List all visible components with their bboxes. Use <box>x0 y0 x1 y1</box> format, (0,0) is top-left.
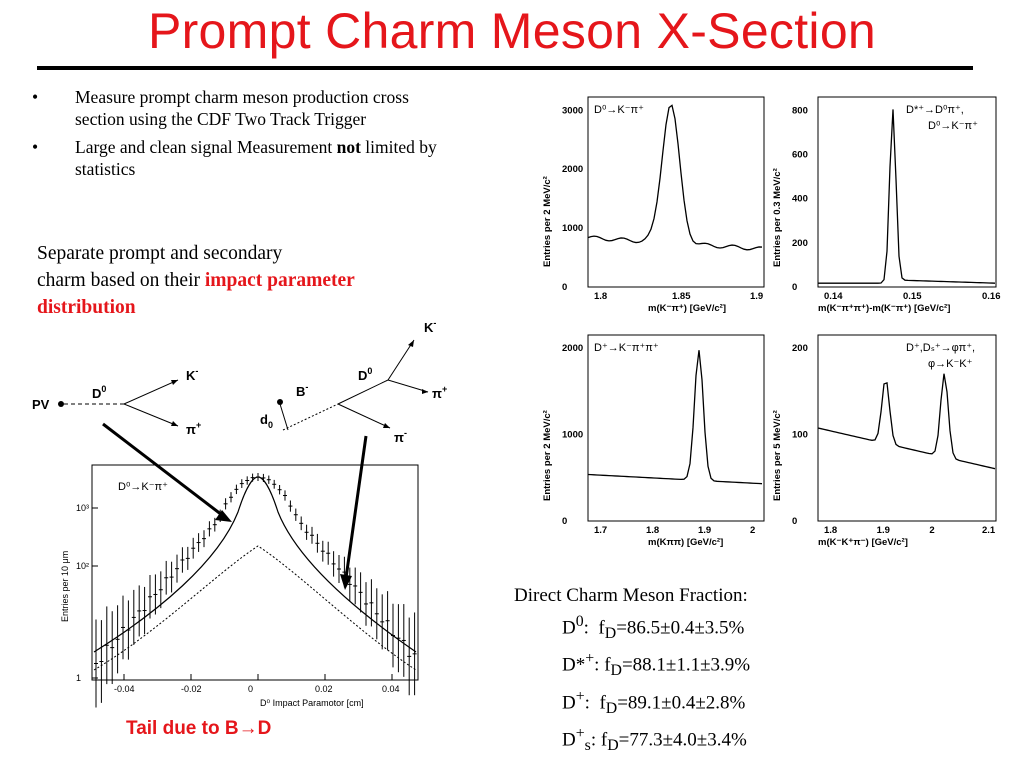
svg-text:d0: d0 <box>260 412 273 430</box>
mass-plot-ylabel: Entries per 2 MeV/c² <box>542 410 553 501</box>
svg-text:D0: D0 <box>358 366 372 383</box>
mass-plot-label: D*⁺→D⁰π⁺, <box>906 104 964 116</box>
mass-plot-ytick: 200 <box>792 238 808 249</box>
svg-text:π+: π+ <box>432 384 447 401</box>
ip-plot-ylabel: Entries per 10 μm <box>60 551 70 622</box>
mass-plot-ytick: 3000 <box>562 105 583 116</box>
svg-text:K-: K- <box>424 318 436 335</box>
mass-plot-ytick: 800 <box>792 105 808 116</box>
mass-plot-xtick: 1.8 <box>824 525 837 536</box>
separate-text: Separate prompt and secondary charm base… <box>37 243 355 318</box>
mass-plot-ytick: 0 <box>792 516 797 527</box>
mass-plot-xtick: 2 <box>750 525 755 536</box>
mass-plot-label2: D⁰→K⁻π⁺ <box>928 120 978 132</box>
title-underline <box>37 66 973 70</box>
mass-plot-frame <box>587 334 765 522</box>
fraction-block: Direct Charm Meson Fraction: D0: fD=86.5… <box>514 583 750 759</box>
mass-plot-curve <box>818 109 996 284</box>
mass-plot-label: D⁰→K⁻π⁺ <box>594 104 644 116</box>
mass-plot-xtick: 0.15 <box>903 291 922 302</box>
pv-label: PV <box>32 397 50 412</box>
mass-plot-ytick: 400 <box>792 194 808 205</box>
mass-plot-label: D⁺,Dₛ⁺→φπ⁺, <box>906 342 975 354</box>
mass-plot-label2: φ→K⁻K⁺ <box>928 358 973 370</box>
ip-ytick: 10³ <box>76 503 89 513</box>
mass-plot-xlabel: m(Kππ) [GeV/c²] <box>648 537 723 548</box>
mass-plot-xtick: 0.14 <box>824 291 843 302</box>
bullet-text: Measure prompt charm meson production cr… <box>75 87 409 129</box>
bullet-item: • Measure prompt charm meson production … <box>32 86 462 130</box>
mass-plot-ylabel: Entries per 2 MeV/c² <box>542 176 553 267</box>
mass-plot-label: D⁺→K⁻π⁺π⁺ <box>594 342 659 354</box>
impact-parameter-plot: D⁰→K⁻π⁺ Entries per 10 μm D⁰ Impact Para… <box>60 464 419 708</box>
mass-plot-ylabel: Entries per 5 MeV/c² <box>772 410 783 501</box>
fraction-dplus: D+: fD=89.1±0.4±2.8% <box>562 687 746 717</box>
svg-text:K-: K- <box>186 366 198 383</box>
ip-plot-label: D⁰→K⁻π⁺ <box>118 481 168 493</box>
mass-plot-xtick: 1.9 <box>877 525 890 536</box>
mass-plot-xtick: 1.8 <box>594 291 607 302</box>
bullet-marker: • <box>32 87 39 107</box>
mass-plot-ytick: 200 <box>792 343 808 354</box>
ip-ytick: 1 <box>76 673 81 683</box>
mass-plots: D⁰→K⁻π⁺ Entries per 2 MeV/c² m(K⁻π⁺) [GeV/… <box>542 96 1001 548</box>
mass-plot-ytick: 100 <box>792 430 808 441</box>
fraction-dstar: D*+: fD=88.1±1.1±3.9% <box>562 650 751 680</box>
mass-plot-xtick: 1.85 <box>672 291 691 302</box>
svg-text:π-: π- <box>394 428 407 445</box>
mass-plot-ylabel: Entries per 0.3 MeV/c² <box>772 168 783 267</box>
svg-text:D0: D0 <box>92 384 106 401</box>
mass-plot-frame <box>587 96 765 288</box>
mass-plot-xtick: 1.9 <box>750 291 763 302</box>
bullet-item: • Large and clean signal Measurement not… <box>32 136 462 180</box>
slide-title: Prompt Charm Meson X-Section <box>147 3 877 59</box>
fraction-ds: D+s: fD=77.3±4.0±3.4% <box>562 725 747 755</box>
ip-xtick: -0.02 <box>181 684 202 694</box>
bullet-text: Large and clean signal Measurement not l… <box>75 137 437 179</box>
mass-plot-ytick: 0 <box>562 516 567 527</box>
mass-plot-curve <box>587 350 763 485</box>
mass-plot-xtick: 2 <box>929 525 934 536</box>
mass-plot-xlabel: m(K⁻π⁺) [GeV/c²] <box>648 303 726 314</box>
svg-text:π+: π+ <box>186 420 201 437</box>
bullet-list: • Measure prompt charm meson production … <box>32 86 462 186</box>
ip-xtick: -0.04 <box>114 684 135 694</box>
mass-plot-ytick: 0 <box>792 282 797 293</box>
ip-xtick: 0.02 <box>315 684 333 694</box>
mass-plot-curve <box>587 104 763 251</box>
mass-plot-frame <box>817 96 997 288</box>
mass-plot-xtick: 1.9 <box>698 525 711 536</box>
mass-plot-xtick: 0.16 <box>982 291 1001 302</box>
svg-text:B-: B- <box>296 382 308 399</box>
mass-plot-ytick: 2000 <box>562 343 583 354</box>
decay-diagram: PV D0 K- π+ B- D0 K- π+ π- d0 <box>32 318 447 445</box>
ip-xtick: 0.04 <box>382 684 400 694</box>
fraction-d0: D0: fD=86.5±0.4±3.5% <box>562 612 745 642</box>
ip-ytick: 10² <box>76 561 89 571</box>
mass-plot-ytick: 600 <box>792 149 808 160</box>
mass-plot-xtick: 2.1 <box>982 525 996 536</box>
fraction-heading: Direct Charm Meson Fraction: <box>514 585 748 606</box>
bullet-marker: • <box>32 137 39 157</box>
mass-plot-curve <box>817 373 996 470</box>
mass-plot-ytick: 0 <box>562 282 567 293</box>
ip-plot-xlabel: D⁰ Impact Paramotor [cm] <box>260 698 364 708</box>
mass-plot-ytick: 2000 <box>562 164 583 175</box>
mass-plot-xlabel: m(K⁻π⁺π⁺)-m(K⁻π⁺) [GeV/c²] <box>818 303 950 314</box>
mass-plot-ytick: 1000 <box>562 223 583 234</box>
mass-plot-xtick: 1.8 <box>646 525 659 536</box>
tail-caption: Tail due to B→D <box>126 718 272 739</box>
mass-plot-xtick: 1.7 <box>594 525 607 536</box>
ip-xtick: 0 <box>248 684 253 694</box>
mass-plot-xlabel: m(K⁻K⁺π⁻) [GeV/c²] <box>818 537 908 548</box>
mass-plot-ytick: 1000 <box>562 430 583 441</box>
